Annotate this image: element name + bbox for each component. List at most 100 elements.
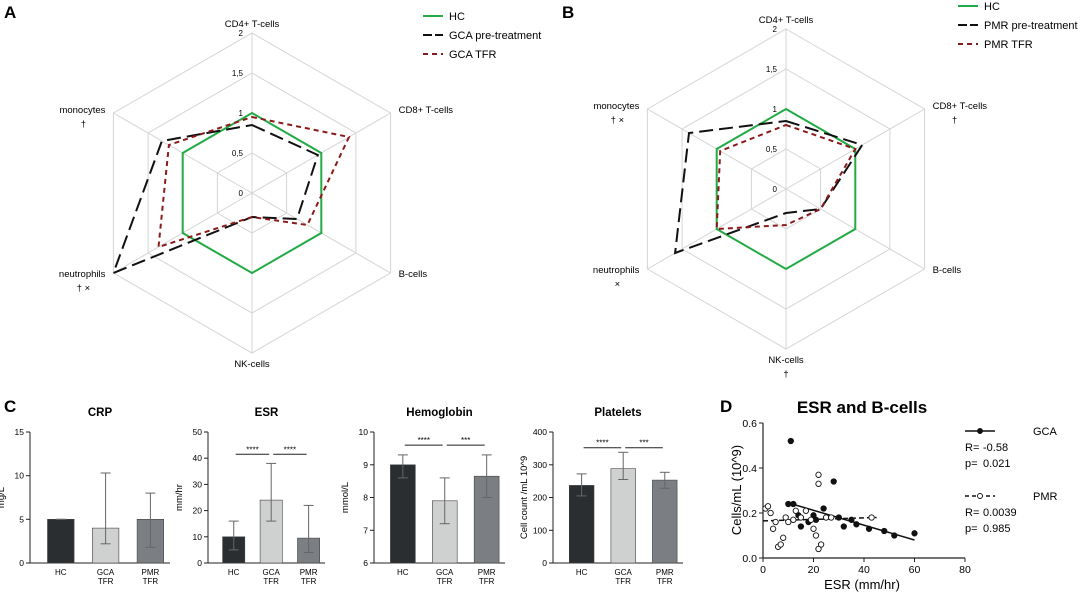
radar-series-tfr <box>715 123 857 231</box>
legend-marker-gca <box>977 428 983 434</box>
data-point-gca <box>787 437 794 445</box>
radar-axis-label: B-cells <box>933 265 962 276</box>
radar-axis-note: × <box>615 279 621 290</box>
radar-axis-label: CD8+ T-cells <box>399 105 454 116</box>
data-point-pmr <box>782 514 789 521</box>
radar-series-tfr <box>157 115 351 249</box>
y-tick-label: 0 <box>542 558 547 568</box>
data-point-pmr <box>802 507 810 514</box>
data-point-pmr <box>790 516 797 523</box>
legend-label: PMR pre-treatment <box>984 20 1078 32</box>
x-tick-label: 20 <box>808 564 820 576</box>
x-tick-label: TFR <box>301 577 317 586</box>
x-axis-label: ESR (mm/hr) <box>824 577 900 592</box>
panel-letter-b: B <box>562 3 574 22</box>
x-tick-label: 40 <box>858 564 870 576</box>
radar-tick-label: 0 <box>239 189 244 198</box>
bar-chart-platelets: Platelets 0 100 200 300 400 Cell count /mL 10^… <box>519 407 683 586</box>
x-tick-label: PMR <box>300 568 318 577</box>
stat-r-value: -0.58 <box>983 442 1008 454</box>
radar-tick-label: 0,5 <box>232 149 244 158</box>
y-axis-label: mm/hr <box>174 484 185 511</box>
y-tick-label: 6 <box>363 558 368 568</box>
x-tick-label: TFR <box>615 577 631 586</box>
data-point-pmr <box>780 534 787 541</box>
bar <box>47 518 75 564</box>
x-tick-label: TFR <box>479 577 495 586</box>
x-tick-label: 60 <box>909 564 921 576</box>
data-point-pmr <box>828 514 835 521</box>
radar-tick-label: 0,5 <box>766 145 778 154</box>
x-tick-label: PMR <box>142 568 160 577</box>
radar-series-hc <box>181 111 323 275</box>
data-point-gca <box>830 478 837 485</box>
data-point-gca <box>797 523 805 530</box>
significance-label: **** <box>596 439 608 448</box>
radar-axis-note: † <box>783 369 788 380</box>
x-tick-label: HC <box>55 568 67 577</box>
chart-title: Hemoglobin <box>406 407 472 419</box>
data-point-gca <box>911 530 918 537</box>
radar-axis-note: † × <box>77 283 90 294</box>
data-point-pmr <box>817 541 825 548</box>
data-point-gca <box>840 523 847 530</box>
radar-tick-label: 1 <box>239 109 244 118</box>
significance-label: **** <box>418 436 430 445</box>
legend-label: GCA pre-treatment <box>449 30 541 42</box>
data-point-pmr <box>868 514 875 521</box>
radar-tick-label: 0 <box>773 185 778 194</box>
y-axis-label: Cell count /mL 10^9 <box>519 456 530 539</box>
radar-axis-note: † × <box>611 115 624 126</box>
panel-letter-d: D <box>720 397 732 416</box>
y-tick-label: 10 <box>193 532 203 542</box>
stat-r-value: 0.0039 <box>983 507 1017 519</box>
stat-r-label: R= <box>965 442 979 454</box>
panel-letter-c: C <box>4 397 16 416</box>
radar-axis-label: NK-cells <box>768 355 804 366</box>
data-point-gca <box>853 521 860 528</box>
bar <box>652 479 678 564</box>
data-point-pmr <box>815 471 822 478</box>
radar-axis-label: monocytes <box>593 101 639 112</box>
significance-label: **** <box>284 445 296 454</box>
y-tick-label: 0.4 <box>742 463 757 475</box>
x-tick-label: PMR <box>656 568 674 577</box>
data-point-pmr <box>822 514 830 521</box>
chart-title: ESR <box>255 407 279 419</box>
bar <box>568 485 595 564</box>
y-axis-label: mmol/L <box>340 482 351 513</box>
x-tick-label: HC <box>576 568 588 577</box>
stat-p-label: p= <box>965 523 978 535</box>
radar-axis-label: CD4+ T-cells <box>225 19 280 30</box>
y-axis-label: mg/L <box>0 487 7 508</box>
y-tick-label: 20 <box>193 506 203 516</box>
y-tick-label: 50 <box>193 427 203 437</box>
y-tick-label: 0.2 <box>742 508 757 520</box>
x-tick-label: GCA <box>436 568 454 577</box>
bar <box>92 527 120 564</box>
bar <box>390 464 416 564</box>
y-tick-label: 40 <box>193 453 203 463</box>
panel-letter-a: A <box>4 3 16 22</box>
radar-axis-label: B-cells <box>399 269 428 280</box>
data-point-gca <box>820 505 827 512</box>
y-tick-label: 0 <box>197 558 202 568</box>
radar-axis-label: neutrophils <box>593 265 640 276</box>
legend-label: GCA <box>1033 426 1058 438</box>
radar-tick-label: 1,5 <box>766 65 778 74</box>
data-point-pmr <box>785 518 792 526</box>
significance-label: *** <box>639 439 648 448</box>
legend-label: HC <box>449 11 465 23</box>
chart-title: Platelets <box>594 407 641 419</box>
y-tick-label: 30 <box>193 479 203 489</box>
radar-tick-label: 2 <box>773 25 778 34</box>
radar-axis-label: NK-cells <box>234 359 270 370</box>
stat-p-value: 0.021 <box>983 458 1011 470</box>
y-tick-label: 10 <box>359 427 369 437</box>
stat-p-value: 0.985 <box>983 523 1011 535</box>
x-tick-label: HC <box>228 568 240 577</box>
